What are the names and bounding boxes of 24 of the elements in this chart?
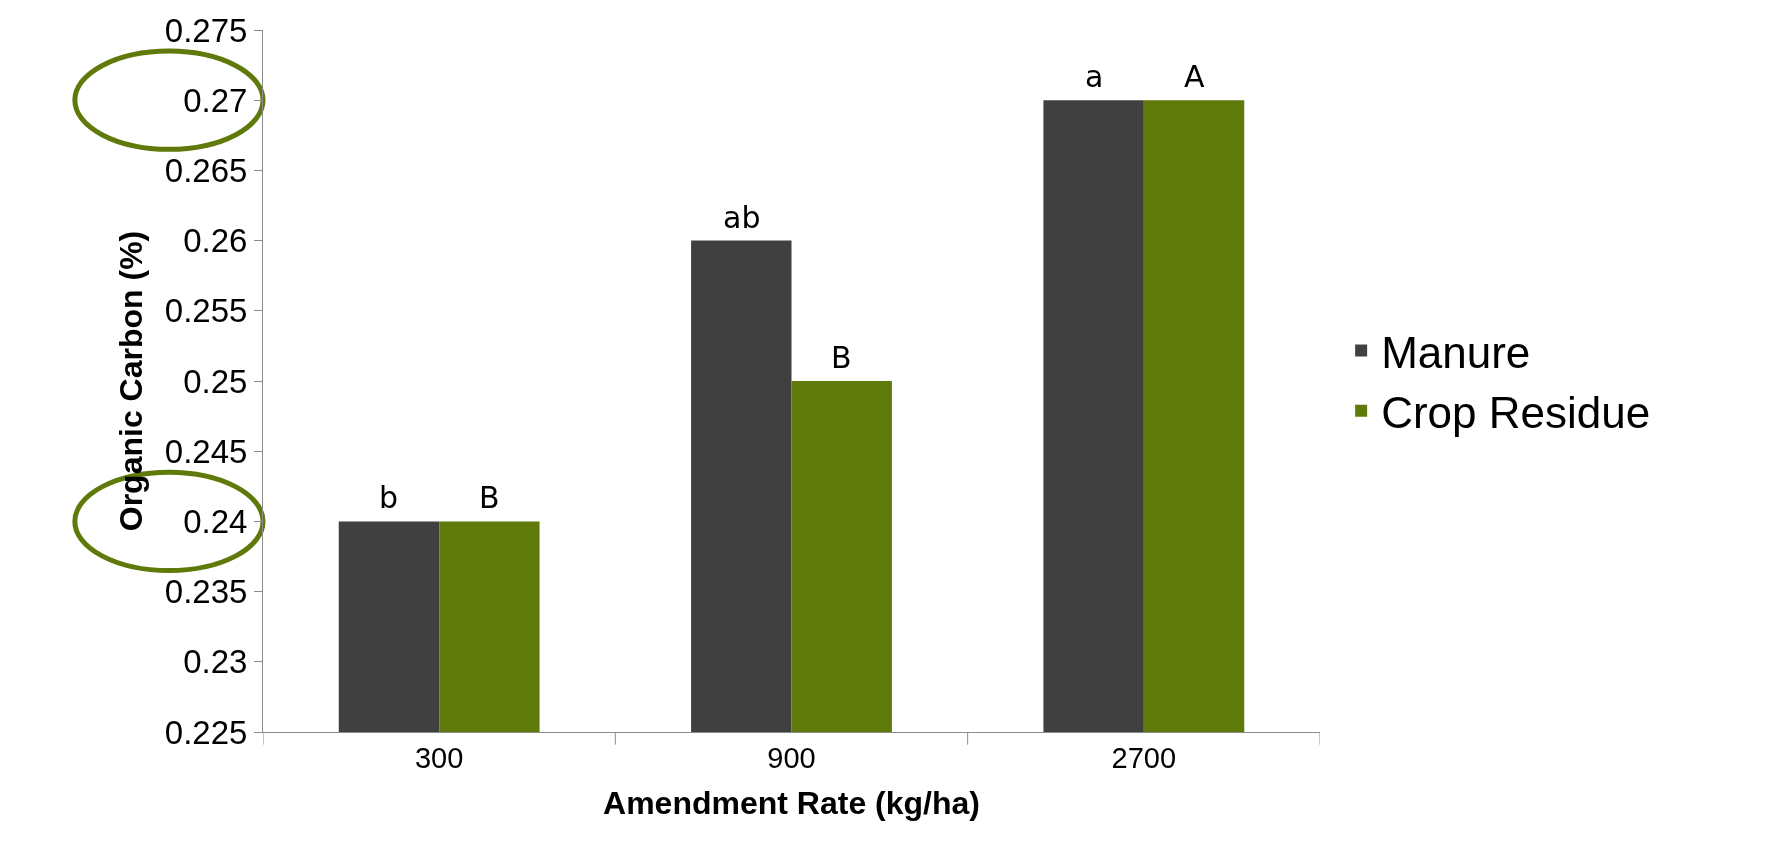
y-tick-label: 0.235	[164, 573, 248, 611]
y-tick-label: 0.26	[183, 222, 248, 260]
y-tick-label: 0.27	[183, 81, 248, 119]
annotation: a	[1085, 59, 1104, 94]
annotation: B	[479, 480, 500, 515]
y-tick-label: 0.245	[164, 432, 248, 470]
y-tick-label: 0.225	[164, 713, 248, 751]
x-tick-label: 2700	[1111, 741, 1177, 774]
x-tick-label: 300	[414, 741, 464, 774]
legend-label: Crop Residue	[1381, 387, 1651, 437]
y-axis-title: Organic Carbon (%)	[113, 230, 150, 532]
y-tick-label: 0.24	[183, 502, 248, 540]
y-tick-label: 0.265	[164, 151, 248, 189]
annotation: B	[831, 340, 852, 375]
x-axis-title: Amendment Rate (kg/ha)	[603, 784, 980, 821]
y-tick-label: 0.255	[164, 292, 248, 330]
annotation: ab	[723, 200, 761, 235]
legend-label: Manure	[1381, 327, 1531, 377]
y-tick-label: 0.25	[183, 362, 248, 400]
annotation: A	[1184, 59, 1205, 94]
x-tick-label: 900	[767, 741, 816, 774]
annotation: b	[379, 480, 399, 515]
y-tick-label: 0.275	[164, 11, 248, 49]
y-tick-label: 0.23	[183, 643, 248, 681]
